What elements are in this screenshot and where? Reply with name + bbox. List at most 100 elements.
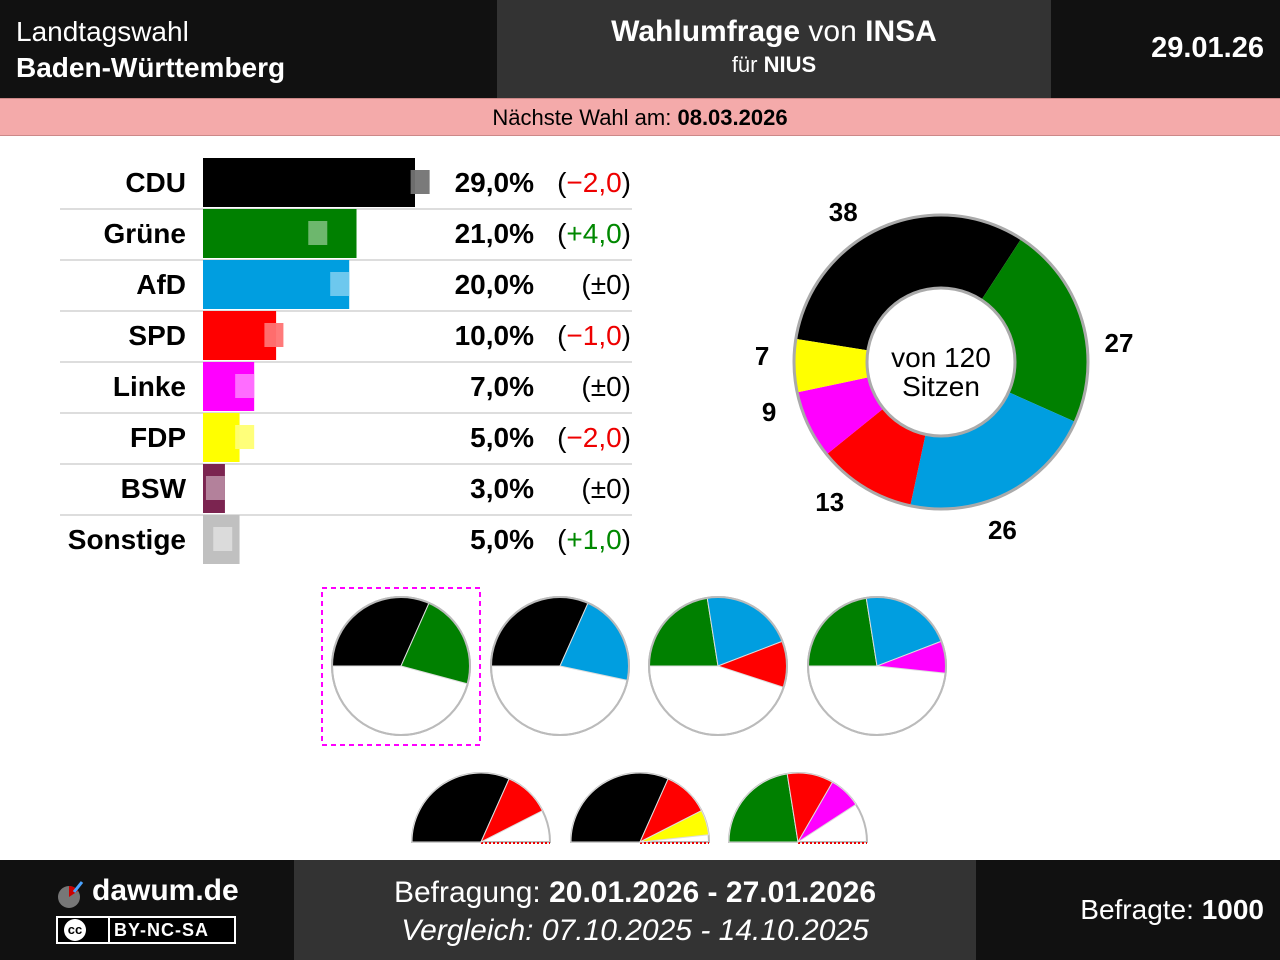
poll-title: Wahlumfrage von INSA für NIUS — [497, 0, 1051, 98]
change-value: +4,0 — [566, 218, 621, 249]
election-title: Landtagswahl Baden-Württemberg — [16, 14, 285, 86]
paren-close: ) — [622, 422, 631, 453]
prev-marker-Linke — [235, 374, 255, 398]
party-label: SPD — [128, 320, 186, 351]
coalition-slice-Grüne — [807, 597, 878, 667]
coalition-border — [331, 596, 471, 736]
value-label: 29,0% — [455, 167, 534, 198]
seat-label-AfD: 26 — [988, 515, 1017, 545]
client-prefix: für — [731, 52, 758, 77]
seat-label-CDU: 38 — [829, 197, 858, 227]
change-label: (+4,0) — [557, 218, 631, 249]
survey-period: 20.01.2026 - 27.01.2026 — [549, 876, 877, 909]
bar-chart: CDU 29,0% (−2,0)Grüne 21,0% (+4,0)AfD 20,0% (±… — [60, 158, 632, 564]
donut-outline — [792, 213, 1090, 511]
prev-marker-BSW — [205, 476, 225, 500]
next-election-date: 08.03.2026 — [677, 105, 788, 130]
prev-marker-Sonstige — [213, 527, 233, 551]
change-label: (±0) — [581, 269, 631, 300]
value-label: 10,0% — [455, 320, 534, 351]
survey-label: Befragung: — [393, 876, 541, 909]
coalition-slice-CDU — [411, 772, 510, 843]
dawum-logo-icon — [58, 881, 84, 908]
coalition-border — [807, 596, 947, 736]
change-label: (−2,0) — [557, 422, 631, 453]
party-label: FDP — [130, 422, 186, 453]
bar-AfD — [203, 260, 350, 309]
poll-label: Wahlumfrage — [611, 15, 801, 48]
license-badge[interactable]: cc BY-NC-SA — [56, 916, 236, 944]
coalition-slice-Linke — [797, 781, 857, 843]
coalition-Grüne-AfD-SPD — [648, 596, 788, 736]
party-label: BSW — [121, 473, 187, 504]
seat-slice-FDP — [794, 338, 869, 393]
bar-CDU — [203, 158, 415, 207]
paren-open: ( — [557, 167, 567, 198]
seat-slice-CDU — [795, 215, 1022, 351]
coalition-CDU-SPD-FDP — [569, 772, 711, 844]
dawum-logo[interactable]: dawum.de cc BY-NC-SA — [56, 874, 246, 954]
paren-open: ( — [557, 422, 567, 453]
coalition-CDU-SPD — [410, 772, 552, 844]
paren-open: ( — [557, 320, 567, 351]
seat-label-SPD: 13 — [815, 487, 844, 517]
survey-info: Befragung: 20.01.2026 - 27.01.2026 Vergl… — [294, 860, 976, 960]
change-value: −2,0 — [566, 422, 621, 453]
institute-name: INSA — [865, 15, 937, 48]
coalition-border — [648, 596, 788, 736]
change-label: (±0) — [581, 371, 631, 402]
coalition-CDU-AfD — [490, 596, 630, 736]
prev-marker-FDP — [235, 425, 255, 449]
prev-marker-SPD — [264, 323, 284, 347]
respondents-count: 1000 — [1201, 894, 1264, 925]
coalition-slice-SPD — [479, 778, 544, 844]
change-label: (−2,0) — [557, 167, 631, 198]
change-label: (±0) — [581, 473, 631, 504]
election-type: Landtagswahl — [16, 16, 189, 47]
value-label: 5,0% — [470, 524, 534, 555]
client-name: NIUS — [763, 52, 817, 77]
respondents-label: Befragte: — [1080, 894, 1194, 925]
party-label: AfD — [136, 269, 186, 300]
party-label: CDU — [125, 167, 186, 198]
next-election-label: Nächste Wahl am: — [492, 105, 672, 130]
prev-marker-CDU — [410, 170, 430, 194]
license-divider — [108, 918, 110, 942]
cc-icon: cc — [64, 919, 86, 941]
publish-date: 29.01.26 — [1151, 32, 1264, 64]
value-label: 21,0% — [455, 218, 534, 249]
coalition-slice-Grüne — [728, 773, 799, 843]
paren-close: ) — [622, 524, 631, 555]
value-label: 7,0% — [470, 371, 534, 402]
coalition-Grüne-SPD-Linke — [727, 772, 869, 844]
paren-close: ) — [622, 320, 631, 351]
state-name: Baden-Württemberg — [16, 52, 286, 83]
change-value: −1,0 — [566, 320, 621, 351]
change-label: (+1,0) — [557, 524, 631, 555]
coalition-charts — [321, 587, 947, 844]
coalition-slice-FDP — [639, 810, 710, 843]
prev-marker-AfD — [330, 272, 350, 296]
seat-slice-AfD — [910, 392, 1076, 510]
site-name: dawum.de — [92, 874, 239, 907]
change-value: −2,0 — [566, 167, 621, 198]
seat-total-unit: Sitzen — [902, 371, 980, 402]
coalition-slice-CDU — [570, 772, 669, 843]
seat-slice-Linke — [797, 377, 884, 455]
seat-slice-Grüne — [981, 238, 1088, 422]
party-label: Linke — [113, 371, 186, 402]
header: Landtagswahl Baden-Württemberg Wahlumfra… — [0, 0, 1280, 98]
paren-close: ) — [622, 167, 631, 198]
seat-slice-SPD — [826, 408, 926, 506]
change-label: (−1,0) — [557, 320, 631, 351]
party-label: Sonstige — [68, 524, 186, 555]
license-text: BY-NC-SA — [114, 920, 210, 940]
value-label: 3,0% — [470, 473, 534, 504]
footer: dawum.de cc BY-NC-SA Befragung: 20.01.20… — [0, 860, 1280, 960]
coalition-highlight — [321, 587, 481, 746]
next-election-banner: Nächste Wahl am: 08.03.2026 — [0, 98, 1280, 136]
value-label: 20,0% — [455, 269, 534, 300]
coalition-slice-Grüne — [648, 597, 719, 667]
paren-close: ) — [622, 218, 631, 249]
